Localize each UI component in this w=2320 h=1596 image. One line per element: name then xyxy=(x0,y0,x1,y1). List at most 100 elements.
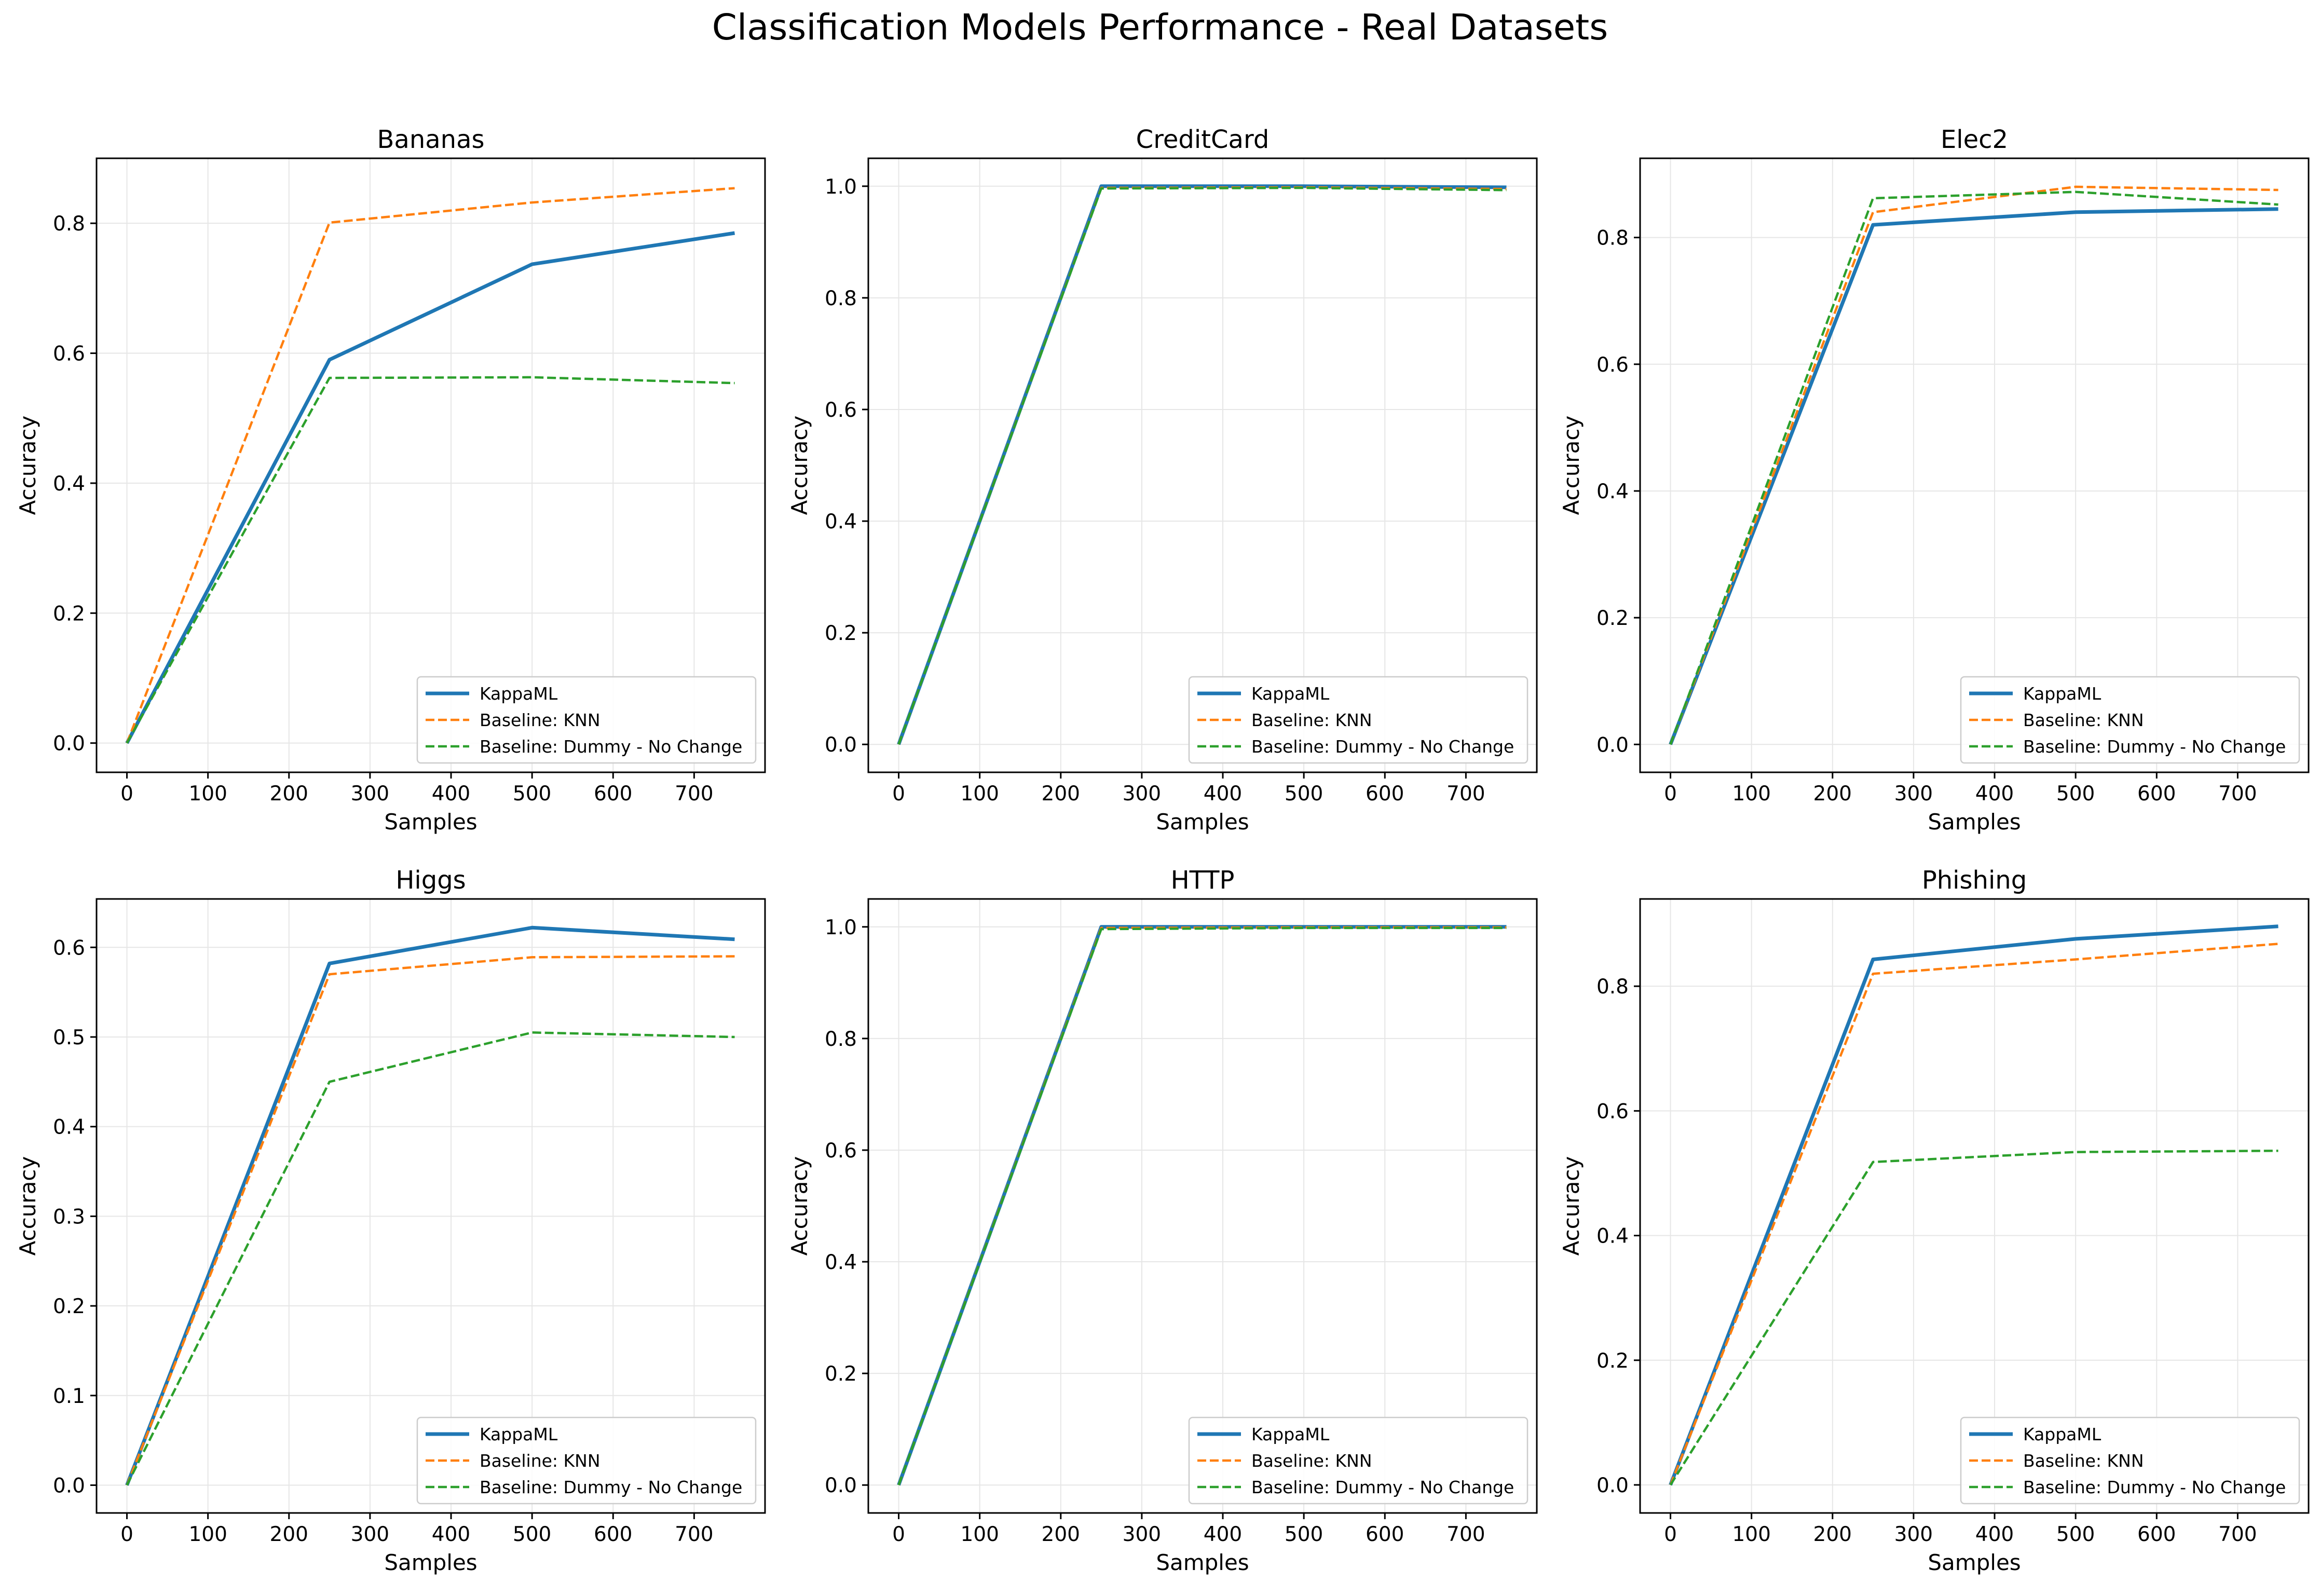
figure-title: Classification Models Performance - Real… xyxy=(712,7,1608,48)
x-tick-label: 600 xyxy=(1366,1523,1404,1546)
x-tick-label: 100 xyxy=(1732,1523,1770,1546)
x-tick-label: 500 xyxy=(2056,782,2095,806)
y-tick-label: 0.0 xyxy=(1596,1474,1629,1497)
axes-frame xyxy=(95,898,766,1514)
y-tick-label: 0.2 xyxy=(1596,1349,1629,1373)
y-tick-label: 0.4 xyxy=(825,1251,857,1274)
legend-label: Baseline: Dummy - No Change xyxy=(1251,1477,1514,1497)
x-tick-label: 0 xyxy=(1664,1523,1677,1546)
y-tick-label: 0.0 xyxy=(53,732,85,756)
y-tick-label: 0.2 xyxy=(1596,607,1629,630)
grid xyxy=(97,158,765,772)
subplot-grid: 0 100 200 300 400 500 600 700 0.0 0.2 0.4 0.6 0.8 Ban… xyxy=(15,125,2310,1575)
legend: KappaML Baseline: KNN Baseline: Dummy - No… xyxy=(1960,676,2300,764)
x-axis-label: Samples xyxy=(1156,1550,1249,1575)
series-line-dummy xyxy=(126,376,735,744)
y-tick-label: 0.8 xyxy=(53,212,85,236)
legend-label: KappaML xyxy=(2023,1424,2101,1444)
subplot-title: CreditCard xyxy=(1136,125,1270,154)
x-tick-label: 400 xyxy=(1204,782,1242,806)
x-axis-label: Samples xyxy=(384,809,477,835)
y-tick-label: 0.0 xyxy=(53,1474,85,1497)
x-tick-label: 600 xyxy=(1366,782,1404,806)
y-tick-label: 1.0 xyxy=(825,175,857,199)
y-tick-label: 0.4 xyxy=(53,1116,85,1139)
x-tick-label: 500 xyxy=(513,782,551,806)
y-axis-label: Accuracy xyxy=(1559,416,1584,515)
y-tick-label: 0.8 xyxy=(1596,975,1629,999)
x-tick-label: 600 xyxy=(2137,782,2176,806)
x-tick-label: 600 xyxy=(594,782,632,806)
x-tick-label: 700 xyxy=(1446,1523,1485,1546)
grid xyxy=(868,899,1537,1513)
subplot-title: Higgs xyxy=(395,866,466,895)
y-tick-label: 0.6 xyxy=(1596,353,1629,377)
axes-frame xyxy=(95,157,766,773)
y-tick-label: 0.2 xyxy=(53,602,85,625)
x-tick-label: 700 xyxy=(675,1523,713,1546)
y-tick-label: 0.6 xyxy=(53,343,85,366)
x-tick-label: 300 xyxy=(1894,1523,1933,1546)
legend-box xyxy=(1188,1416,1529,1505)
subplot-elec2: 0 100 200 300 400 500 600 700 0.0 0.2 0.4 0.6 0.8 Ele… xyxy=(1559,125,2310,835)
x-tick-label: 500 xyxy=(2056,1523,2095,1546)
x-tick-label: 200 xyxy=(1813,782,1852,806)
y-tick-label: 0.3 xyxy=(53,1205,85,1229)
legend-box xyxy=(416,676,757,764)
x-tick-label: 100 xyxy=(1732,782,1770,806)
x-tick-label: 700 xyxy=(2218,1523,2257,1546)
legend-label: KappaML xyxy=(1251,684,1330,704)
x-tick-label: 400 xyxy=(432,782,470,806)
y-tick-label: 0.6 xyxy=(53,936,85,960)
series-line-knn xyxy=(897,186,1507,745)
x-tick-label: 500 xyxy=(1285,782,1323,806)
legend-box xyxy=(1960,676,2300,764)
x-tick-label: 300 xyxy=(1894,782,1933,806)
x-tick-label: 200 xyxy=(1042,782,1080,806)
legend-label: Baseline: KNN xyxy=(480,710,601,730)
y-axis-label: Accuracy xyxy=(787,1156,812,1256)
series-line-dummy xyxy=(1669,190,2278,745)
y-tick-label: 1.0 xyxy=(825,916,857,939)
legend-label: KappaML xyxy=(480,684,558,704)
legend: KappaML Baseline: KNN Baseline: Dummy - No… xyxy=(1960,1416,2300,1505)
axes-frame xyxy=(867,157,1538,773)
y-axis-label: Accuracy xyxy=(1559,1156,1584,1256)
x-axis-label: Samples xyxy=(1928,1550,2021,1575)
legend-box xyxy=(1188,676,1529,764)
x-tick-label: 100 xyxy=(188,1523,227,1546)
y-axis-label: Accuracy xyxy=(15,416,40,515)
legend-label: Baseline: KNN xyxy=(480,1451,601,1471)
x-tick-label: 100 xyxy=(960,782,999,806)
series-line-dummy xyxy=(897,186,1507,745)
y-tick-label: 0.6 xyxy=(825,399,857,422)
y-tick-label: 0.6 xyxy=(1596,1100,1629,1123)
subplot-higgs: 0 100 200 300 400 500 600 700 0.0 0.1 0.2 0.3 0.4 0.5… xyxy=(15,866,766,1575)
legend: KappaML Baseline: KNN Baseline: Dummy - No… xyxy=(1188,676,1529,764)
grid xyxy=(97,899,765,1513)
x-tick-label: 400 xyxy=(432,1523,470,1546)
subplot-bananas: 0 100 200 300 400 500 600 700 0.0 0.2 0.4 0.6 0.8 Ban… xyxy=(15,125,766,835)
x-axis-label: Samples xyxy=(384,1550,477,1575)
subplot-phishing: 0 100 200 300 400 500 600 700 0.0 0.2 0.4 0.6 0.8 Phi… xyxy=(1559,866,2310,1575)
subplot-title: Elec2 xyxy=(1941,125,2008,154)
x-tick-label: 600 xyxy=(594,1523,632,1546)
legend-label: Baseline: Dummy - No Change xyxy=(2023,736,2286,757)
y-tick-label: 0.5 xyxy=(53,1026,85,1049)
x-tick-label: 500 xyxy=(513,1523,551,1546)
series-line-dummy xyxy=(1669,1149,2278,1486)
legend-label: Baseline: Dummy - No Change xyxy=(480,1477,742,1497)
x-tick-label: 0 xyxy=(1664,782,1677,806)
x-tick-label: 400 xyxy=(1204,1523,1242,1546)
series-line-kappaml xyxy=(125,925,735,1486)
y-tick-label: 0.0 xyxy=(825,733,857,757)
legend: KappaML Baseline: KNN Baseline: Dummy - No… xyxy=(1188,1416,1529,1505)
x-axis-label: Samples xyxy=(1928,809,2021,835)
x-tick-label: 0 xyxy=(892,1523,905,1546)
x-tick-label: 200 xyxy=(270,1523,308,1546)
x-tick-label: 300 xyxy=(351,1523,389,1546)
x-tick-label: 300 xyxy=(1123,1523,1161,1546)
y-tick-label: 0.8 xyxy=(1596,227,1629,250)
x-tick-label: 700 xyxy=(1446,782,1485,806)
x-tick-label: 0 xyxy=(892,782,905,806)
